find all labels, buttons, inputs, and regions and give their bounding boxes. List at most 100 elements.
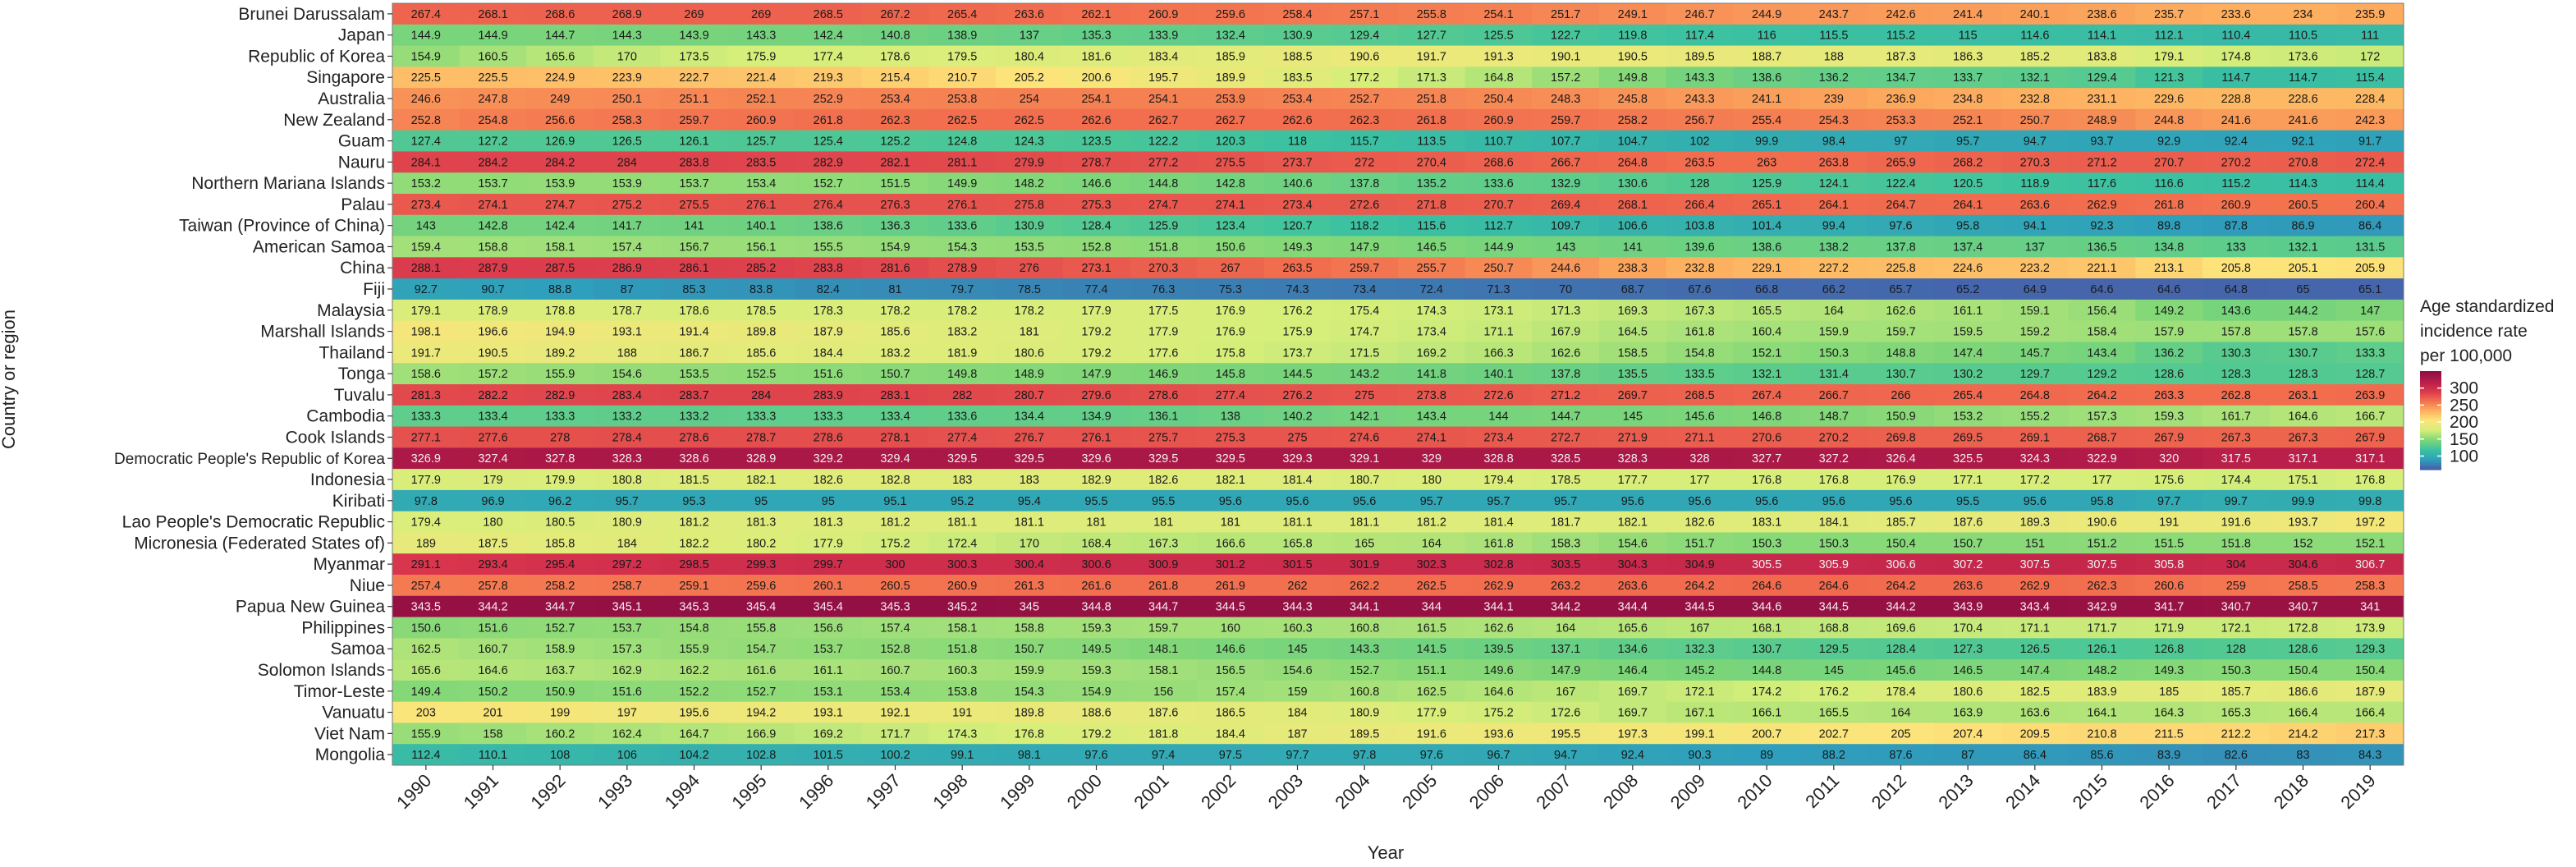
- cell-value-label: 276: [1020, 262, 1039, 275]
- cell-value-label: 273.4: [1282, 199, 1312, 212]
- cell-value-label: 99.4: [1822, 220, 1845, 233]
- heatmap-cell: [1197, 659, 1265, 681]
- heatmap-cell: [727, 214, 795, 237]
- cell-value-label: 179.2: [1081, 346, 1111, 360]
- heatmap-cell: [2269, 257, 2337, 279]
- cell-value-label: 130.9: [1282, 30, 1312, 43]
- cell-value-label: 169.7: [1618, 686, 1648, 699]
- cell-value-label: 78.5: [1018, 283, 1041, 296]
- heatmap-cell: [660, 257, 728, 279]
- cell-value-label: 195.7: [1148, 71, 1178, 85]
- cell-value-label: 159.4: [411, 241, 441, 254]
- heatmap-cell: [1800, 342, 1868, 364]
- heatmap-cell: [1800, 88, 1868, 110]
- cell-value-label: 283.1: [880, 389, 910, 402]
- heatmap-cell: [928, 744, 997, 766]
- legend-swatch: [2420, 396, 2441, 398]
- cell-value-label: 178.3: [814, 305, 843, 318]
- cell-value-label: 151.5: [2154, 537, 2184, 550]
- heatmap-cell: [1666, 236, 1734, 258]
- cell-value-label: 138.2: [1819, 241, 1849, 254]
- heatmap-cell: [2269, 426, 2337, 448]
- cell-value-label: 189.5: [1684, 50, 1714, 63]
- heatmap-cell: [1398, 299, 1466, 322]
- heatmap-cell: [1062, 595, 1130, 618]
- cell-value-label: 185.8: [545, 537, 575, 550]
- heatmap-cell: [1599, 214, 1667, 237]
- heatmap-cell: [1800, 3, 1868, 25]
- heatmap-cell: [861, 617, 929, 639]
- cell-value-label: 150.7: [1953, 537, 1982, 550]
- heatmap-cell: [1130, 575, 1198, 597]
- heatmap-cell: [1934, 214, 2002, 237]
- heatmap-cell: [1934, 575, 2002, 597]
- cell-value-label: 189.9: [1216, 71, 1245, 85]
- cell-value-label: 178.6: [880, 50, 910, 63]
- cell-value-label: 267.4: [1752, 389, 1781, 402]
- heatmap-cell: [861, 384, 929, 406]
- heatmap-cell: [594, 469, 662, 491]
- cell-value-label: 97.5: [1219, 749, 1242, 762]
- cell-value-label: 253.8: [947, 93, 977, 106]
- cell-value-label: 183: [1020, 474, 1039, 487]
- heatmap-cell: [1130, 638, 1198, 660]
- heatmap-cell: [459, 130, 527, 152]
- cell-value-label: 190.5: [1618, 50, 1648, 63]
- cell-value-label: 122.2: [1148, 135, 1178, 149]
- cell-value-label: 82.4: [817, 283, 840, 296]
- cell-value-label: 297.2: [612, 558, 642, 571]
- heatmap-cell: [1062, 278, 1130, 300]
- cell-value-label: 343.4: [2020, 601, 2050, 614]
- heatmap-cell: [996, 3, 1064, 25]
- heatmap-cell: [526, 638, 594, 660]
- cell-value-label: 64.8: [2225, 283, 2248, 296]
- cell-value-label: 98.1: [1018, 749, 1041, 762]
- heatmap-cell: [1532, 24, 1600, 47]
- cell-value-label: 75.3: [1219, 283, 1242, 296]
- cell-value-label: 228.6: [2288, 93, 2317, 106]
- cell-value-label: 144: [1488, 411, 1508, 424]
- cell-value-label: 146.6: [1216, 643, 1245, 656]
- heatmap-cell: [1464, 447, 1533, 470]
- heatmap-cell: [1062, 342, 1130, 364]
- cell-value-label: 159.1: [2020, 305, 2050, 318]
- cell-value-label: 205.1: [2288, 262, 2317, 275]
- cell-value-label: 182.6: [1148, 474, 1178, 487]
- heatmap-cell: [1666, 151, 1734, 173]
- heatmap-cell: [1666, 680, 1734, 703]
- cell-value-label: 225.5: [411, 71, 441, 85]
- heatmap-cell: [2135, 320, 2203, 342]
- cell-value-label: 278.6: [679, 431, 708, 444]
- heatmap-cell: [1197, 595, 1265, 618]
- legend-swatch: [2420, 443, 2441, 446]
- heatmap-cell: [1130, 511, 1198, 533]
- cell-value-label: 95.6: [1755, 495, 1778, 508]
- legend-swatch: [2420, 417, 2441, 420]
- cell-value-label: 133.9: [1148, 30, 1178, 43]
- heatmap-cell: [727, 67, 795, 89]
- cell-value-label: 152.2: [679, 686, 708, 699]
- cell-value-label: 329: [1422, 452, 1442, 466]
- cell-value-label: 178.5: [1551, 474, 1580, 487]
- heatmap-cell: [1398, 469, 1466, 491]
- heatmap-cell: [2001, 575, 2070, 597]
- heatmap-cell: [1331, 214, 1399, 237]
- heatmap-cell: [2202, 638, 2271, 660]
- cell-value-label: 305.9: [1819, 558, 1849, 571]
- cell-value-label: 272.6: [1483, 389, 1513, 402]
- heatmap-cell: [996, 722, 1064, 745]
- cell-value-label: 327.8: [545, 452, 575, 466]
- cell-value-label: 110.1: [479, 749, 507, 762]
- cell-value-label: 197.3: [1618, 727, 1648, 741]
- heatmap-cell: [727, 130, 795, 152]
- heatmap-cell: [1130, 236, 1198, 258]
- heatmap-cell: [2068, 595, 2136, 618]
- cell-value-label: 129.3: [2355, 643, 2385, 656]
- heatmap-cell: [660, 130, 728, 152]
- heatmap-cell: [1130, 722, 1198, 745]
- cell-value-label: 126.1: [679, 135, 708, 149]
- cell-value-label: 197.2: [2355, 516, 2385, 530]
- heatmap-cell: [526, 363, 594, 385]
- heatmap-cell: [392, 45, 461, 67]
- cell-value-label: 157.8: [2221, 326, 2251, 339]
